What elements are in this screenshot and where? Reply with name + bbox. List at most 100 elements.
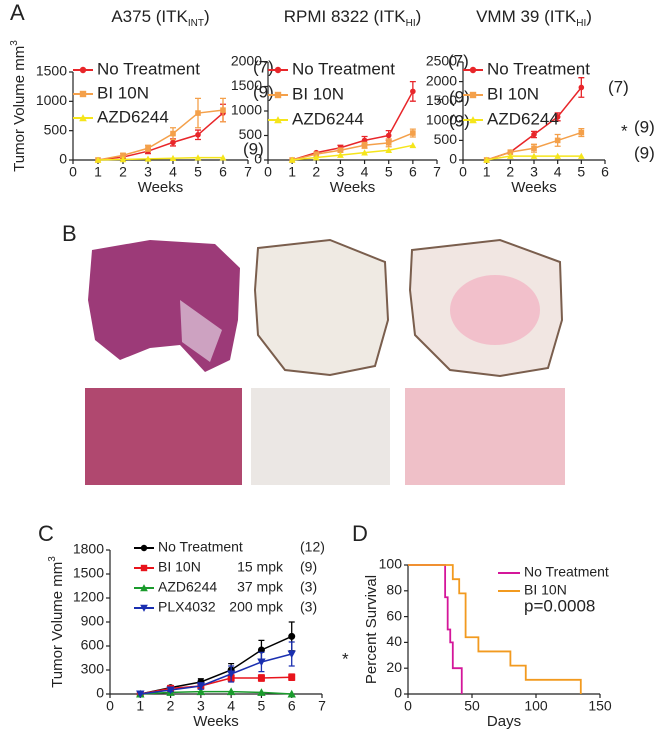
x-tick-label: 4 xyxy=(361,164,369,180)
marker xyxy=(170,139,176,146)
text-part: 3 xyxy=(9,40,20,46)
marker xyxy=(195,110,201,116)
x-tick-label: 3 xyxy=(337,164,345,180)
chart-title: VMM 39 (ITKHI) xyxy=(476,7,592,29)
x-tick-label: 1 xyxy=(136,698,144,714)
marker xyxy=(554,114,561,120)
marker xyxy=(288,673,296,681)
x-axis-label: Weeks xyxy=(193,713,239,730)
marker xyxy=(136,690,145,699)
marker xyxy=(274,66,282,74)
x-tick-label: 6 xyxy=(288,698,296,714)
x-tick-label: 5 xyxy=(385,164,393,180)
marker xyxy=(140,544,148,552)
marker xyxy=(226,670,236,679)
marker xyxy=(257,688,266,696)
x-tick-label: 7 xyxy=(244,164,252,180)
text-part: ) xyxy=(204,7,210,26)
marker xyxy=(312,154,320,161)
marker xyxy=(274,116,282,124)
marker xyxy=(220,107,226,113)
y-tick-label: 1500 xyxy=(36,63,67,79)
marker xyxy=(530,152,538,159)
y-tick-label: 1500 xyxy=(426,92,457,108)
marker xyxy=(385,140,392,146)
ihc-section xyxy=(253,238,390,377)
series-line xyxy=(140,676,292,695)
annotation: p=0.0008 xyxy=(524,596,595,615)
marker xyxy=(337,151,344,158)
marker xyxy=(79,114,87,122)
marker xyxy=(531,145,537,152)
marker xyxy=(79,90,87,98)
y-tick-label: 500 xyxy=(434,131,458,147)
text-part: Tumor Volume mm xyxy=(49,562,66,688)
text-part: 3 xyxy=(47,556,58,562)
x-tick-label: 7 xyxy=(433,164,441,180)
text-part: INT xyxy=(188,18,204,29)
x-tick-label: 3 xyxy=(144,164,152,180)
y-tick-label: 0 xyxy=(394,685,402,701)
marker xyxy=(226,687,236,696)
marker xyxy=(578,129,585,136)
text-part: VMM 39 (ITK xyxy=(476,7,577,26)
y-tick-label: 1000 xyxy=(36,92,67,108)
chart-title: A375 (ITKINT) xyxy=(111,7,209,29)
x-tick-label: 3 xyxy=(197,698,205,714)
series-line xyxy=(140,635,293,695)
marker xyxy=(361,149,368,156)
y-tick-label: 1000 xyxy=(231,102,262,118)
annotation: (9) xyxy=(634,143,655,162)
marker xyxy=(483,156,491,163)
text-part: HI xyxy=(406,18,416,29)
y-tick-label: 60 xyxy=(386,607,402,623)
x-tick-label: 100 xyxy=(524,698,548,714)
legend-label: No Treatment xyxy=(487,59,590,78)
marker xyxy=(140,564,148,572)
series-line xyxy=(97,156,223,161)
legend-count: (3) xyxy=(300,599,317,615)
x-tick-label: 2 xyxy=(312,164,320,180)
x-tick-label: 0 xyxy=(69,164,77,180)
he-section-light xyxy=(180,300,222,362)
legend-label: PLX4032 xyxy=(158,599,216,615)
x-tick-label: 1 xyxy=(94,164,102,180)
y-tick-label: 1500 xyxy=(73,565,104,581)
marker xyxy=(145,145,151,152)
ihc-zoom xyxy=(251,388,390,485)
marker xyxy=(361,142,368,149)
marker xyxy=(120,152,126,159)
marker xyxy=(554,137,561,144)
y-tick-label: 100 xyxy=(379,556,403,572)
legend-label: BI 10N xyxy=(292,84,344,103)
marker xyxy=(219,154,227,161)
y-tick-label: 900 xyxy=(81,613,105,629)
y-axis-label: Tumor Volume mm3 xyxy=(9,40,28,172)
annotation: (9) xyxy=(449,87,470,106)
panel-label: B xyxy=(62,221,77,246)
legend-label: No Treatment xyxy=(524,564,609,580)
series-line xyxy=(408,564,582,694)
y-tick-label: 1800 xyxy=(73,541,104,557)
series-line xyxy=(97,109,224,161)
annotation: * xyxy=(342,649,349,668)
x-tick-label: 5 xyxy=(577,164,585,180)
legend-dose: 200 mpk xyxy=(229,599,284,615)
y-tick-label: 1000 xyxy=(426,112,457,128)
marker xyxy=(578,84,585,91)
legend-dose: 37 mpk xyxy=(237,579,284,595)
legend-label: AZD6244 xyxy=(487,109,559,128)
annotation: * xyxy=(621,121,628,140)
series-line xyxy=(140,690,292,695)
marker xyxy=(196,682,206,691)
marker xyxy=(577,152,585,159)
y-tick-label: 0 xyxy=(254,151,262,167)
marker xyxy=(288,632,296,640)
marker xyxy=(140,604,148,612)
marker xyxy=(257,658,266,667)
marker xyxy=(166,686,175,695)
panel-label: A xyxy=(10,0,25,25)
panel-label: D xyxy=(352,521,368,546)
series-line xyxy=(140,653,292,695)
marker xyxy=(531,131,537,138)
